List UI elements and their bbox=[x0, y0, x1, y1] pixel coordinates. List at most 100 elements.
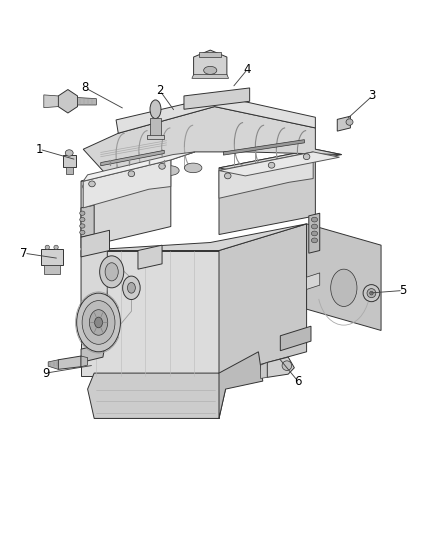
Ellipse shape bbox=[45, 245, 49, 249]
Polygon shape bbox=[219, 149, 315, 235]
Polygon shape bbox=[184, 88, 250, 109]
Ellipse shape bbox=[346, 119, 353, 125]
Text: 1: 1 bbox=[35, 143, 43, 156]
Ellipse shape bbox=[223, 172, 233, 180]
Text: 5: 5 bbox=[399, 284, 406, 297]
Polygon shape bbox=[41, 249, 63, 265]
Polygon shape bbox=[219, 152, 339, 176]
Ellipse shape bbox=[109, 176, 119, 184]
Polygon shape bbox=[81, 205, 94, 237]
Polygon shape bbox=[81, 224, 307, 251]
Polygon shape bbox=[58, 356, 81, 369]
Polygon shape bbox=[138, 245, 162, 269]
Polygon shape bbox=[81, 298, 107, 336]
Text: 8: 8 bbox=[82, 82, 89, 94]
Text: 6: 6 bbox=[294, 375, 302, 387]
Ellipse shape bbox=[184, 163, 202, 173]
Ellipse shape bbox=[282, 361, 292, 370]
Ellipse shape bbox=[116, 171, 134, 181]
Polygon shape bbox=[307, 224, 381, 330]
Text: 7: 7 bbox=[20, 247, 28, 260]
Ellipse shape bbox=[363, 285, 380, 302]
Ellipse shape bbox=[95, 317, 102, 328]
Polygon shape bbox=[267, 357, 294, 377]
Polygon shape bbox=[81, 152, 195, 181]
Ellipse shape bbox=[311, 238, 318, 243]
Ellipse shape bbox=[80, 217, 85, 222]
Ellipse shape bbox=[128, 171, 135, 176]
Ellipse shape bbox=[139, 168, 156, 178]
Polygon shape bbox=[48, 360, 58, 369]
Ellipse shape bbox=[159, 163, 166, 169]
Polygon shape bbox=[81, 356, 88, 367]
Polygon shape bbox=[150, 118, 161, 136]
Polygon shape bbox=[199, 52, 221, 57]
Polygon shape bbox=[307, 273, 320, 289]
Text: 2: 2 bbox=[156, 84, 164, 97]
Polygon shape bbox=[219, 149, 342, 173]
Polygon shape bbox=[66, 167, 73, 174]
Text: 3: 3 bbox=[369, 90, 376, 102]
Ellipse shape bbox=[77, 293, 120, 352]
Polygon shape bbox=[219, 224, 307, 376]
Polygon shape bbox=[192, 75, 229, 78]
Ellipse shape bbox=[88, 181, 95, 187]
Ellipse shape bbox=[54, 245, 58, 249]
Text: 9: 9 bbox=[42, 367, 50, 379]
Ellipse shape bbox=[225, 173, 231, 179]
Polygon shape bbox=[101, 150, 164, 166]
Polygon shape bbox=[81, 230, 110, 257]
Ellipse shape bbox=[99, 256, 124, 288]
Polygon shape bbox=[81, 245, 107, 336]
Ellipse shape bbox=[80, 224, 85, 228]
Polygon shape bbox=[94, 392, 219, 418]
Polygon shape bbox=[219, 152, 313, 198]
Ellipse shape bbox=[311, 231, 318, 236]
Ellipse shape bbox=[302, 152, 311, 161]
Polygon shape bbox=[219, 352, 263, 418]
Polygon shape bbox=[147, 135, 164, 139]
Polygon shape bbox=[88, 373, 226, 418]
Ellipse shape bbox=[367, 289, 376, 297]
Ellipse shape bbox=[105, 263, 118, 281]
Polygon shape bbox=[337, 116, 350, 131]
Ellipse shape bbox=[311, 224, 318, 229]
Ellipse shape bbox=[80, 230, 85, 235]
Polygon shape bbox=[78, 98, 96, 105]
Polygon shape bbox=[81, 344, 105, 362]
Ellipse shape bbox=[204, 66, 217, 74]
Polygon shape bbox=[83, 152, 195, 181]
Ellipse shape bbox=[65, 150, 73, 156]
Ellipse shape bbox=[80, 211, 85, 215]
Ellipse shape bbox=[303, 154, 310, 160]
Ellipse shape bbox=[127, 282, 135, 293]
Polygon shape bbox=[81, 160, 171, 248]
Ellipse shape bbox=[123, 276, 140, 300]
Polygon shape bbox=[223, 140, 304, 155]
Polygon shape bbox=[44, 265, 60, 274]
Polygon shape bbox=[280, 326, 311, 351]
Ellipse shape bbox=[89, 310, 108, 335]
Polygon shape bbox=[63, 155, 76, 167]
Ellipse shape bbox=[331, 269, 357, 306]
Ellipse shape bbox=[162, 166, 179, 175]
Polygon shape bbox=[116, 96, 315, 133]
Polygon shape bbox=[44, 95, 58, 108]
Ellipse shape bbox=[82, 301, 115, 344]
Polygon shape bbox=[194, 50, 227, 76]
Ellipse shape bbox=[249, 165, 259, 174]
Polygon shape bbox=[309, 213, 320, 253]
Ellipse shape bbox=[268, 162, 275, 168]
Polygon shape bbox=[261, 362, 267, 378]
Text: 4: 4 bbox=[244, 63, 251, 76]
Ellipse shape bbox=[311, 217, 318, 222]
Ellipse shape bbox=[276, 159, 285, 167]
Polygon shape bbox=[58, 90, 78, 113]
Ellipse shape bbox=[135, 169, 145, 178]
Polygon shape bbox=[83, 160, 171, 208]
Ellipse shape bbox=[157, 164, 167, 173]
Ellipse shape bbox=[83, 182, 92, 191]
Polygon shape bbox=[83, 107, 342, 173]
Ellipse shape bbox=[150, 100, 161, 118]
Polygon shape bbox=[81, 251, 219, 376]
